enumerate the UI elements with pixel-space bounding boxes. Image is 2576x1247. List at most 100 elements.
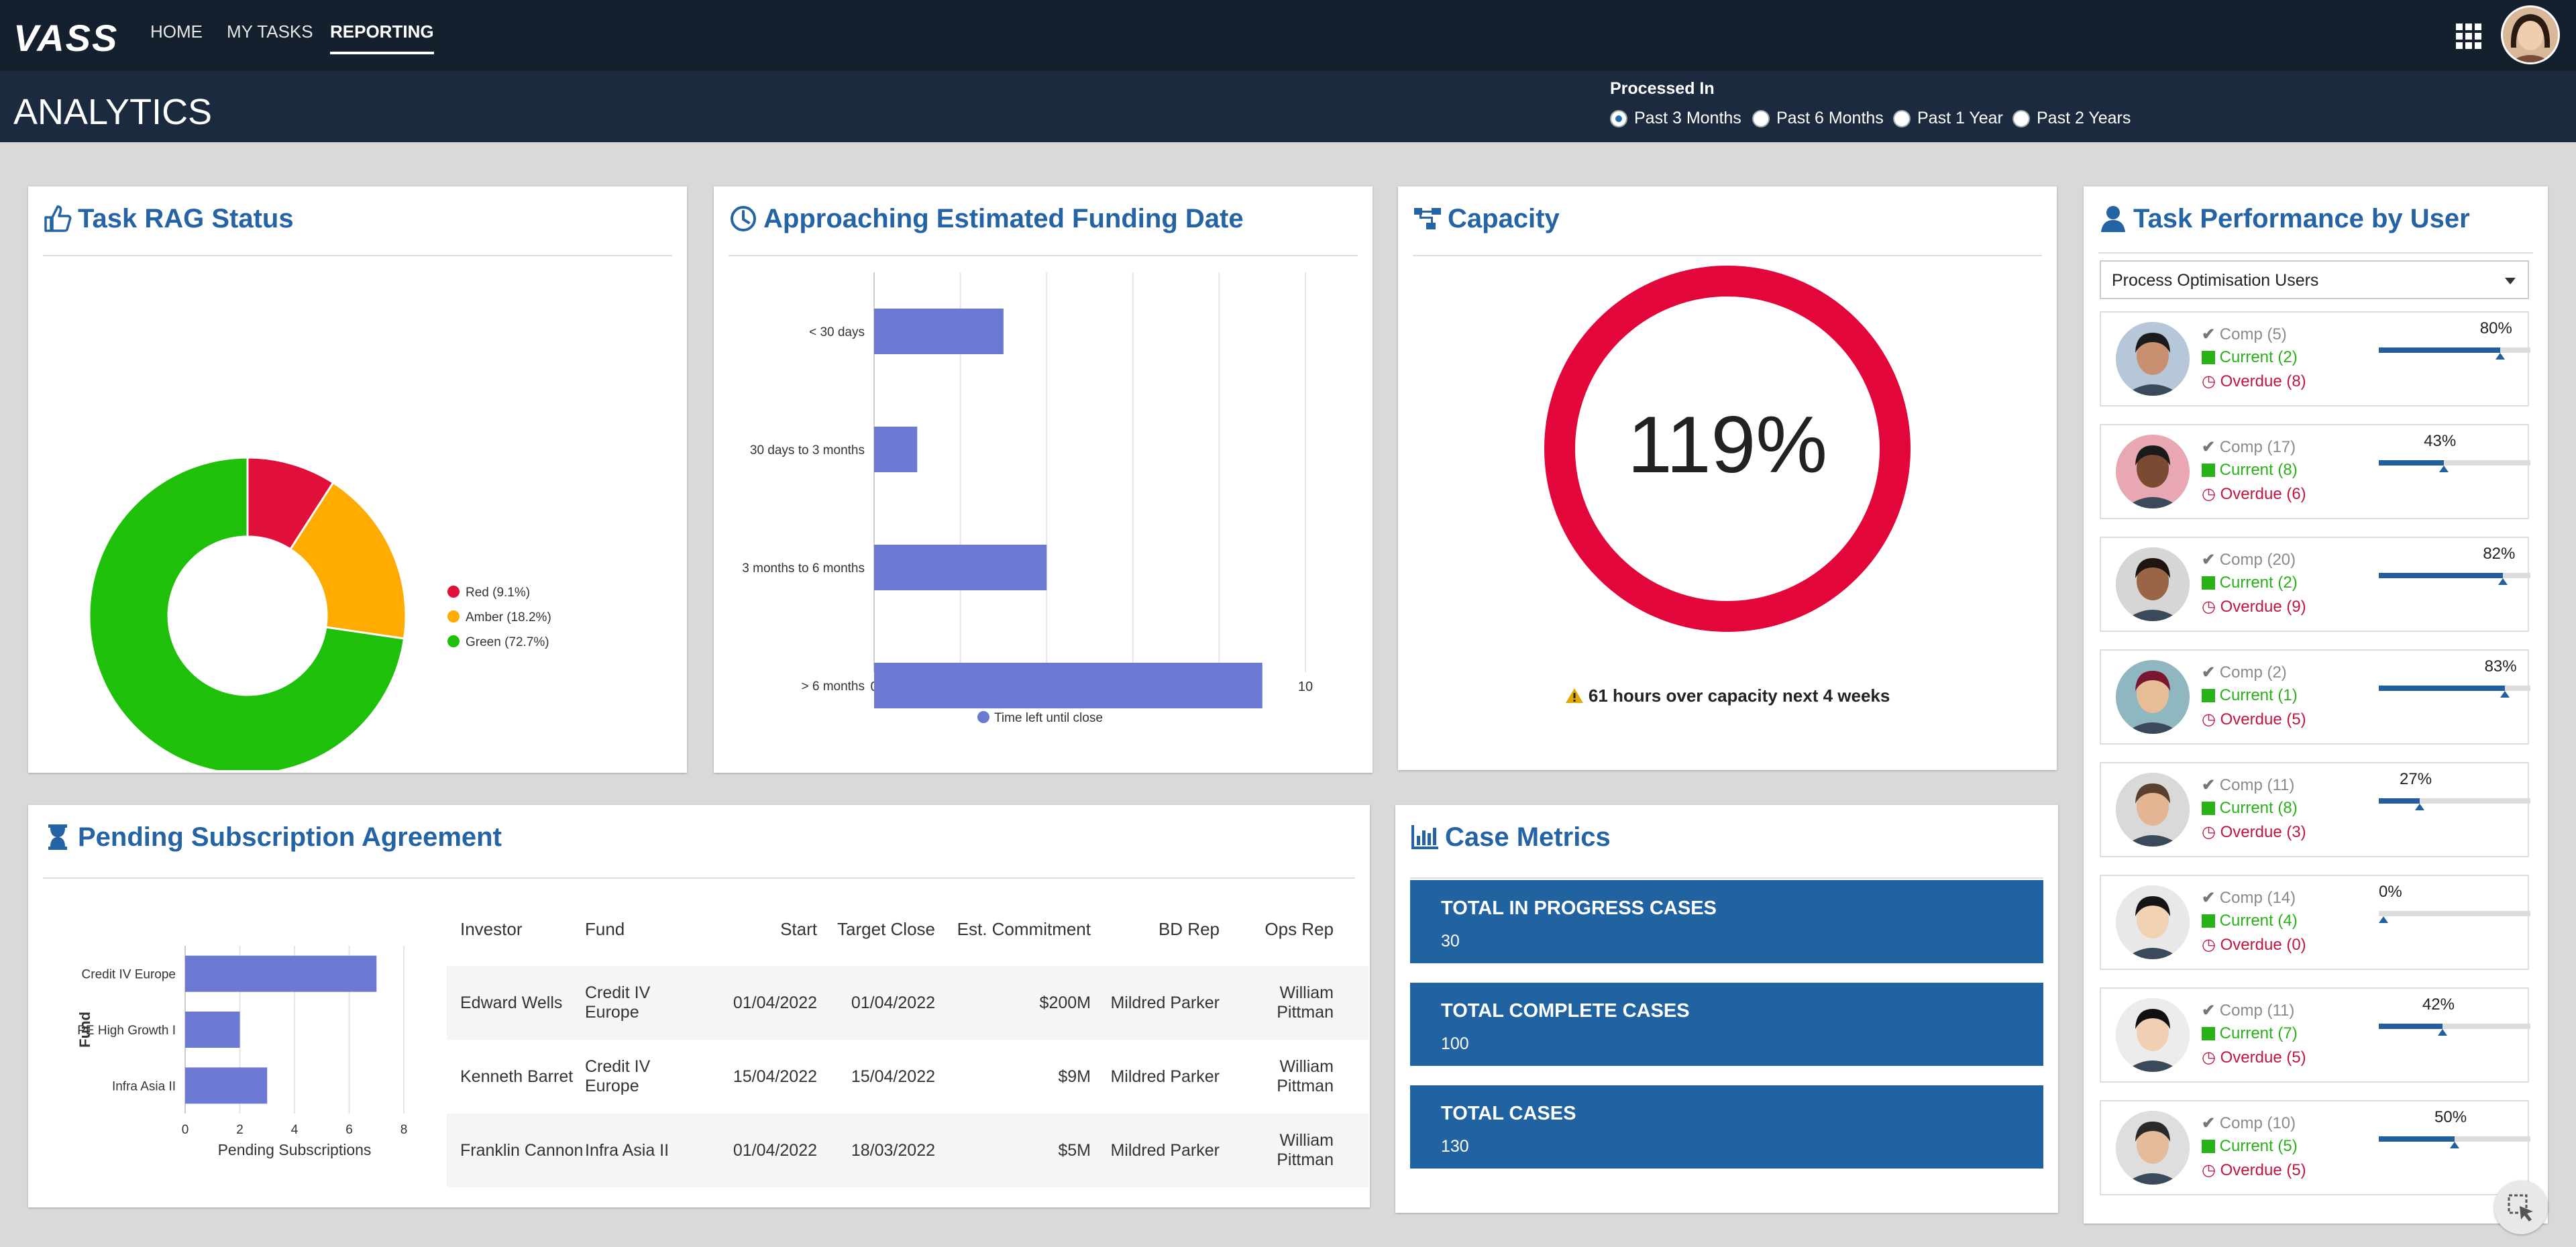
panel-header: Capacity: [1413, 204, 2042, 256]
clock-icon: ◷: [2202, 598, 2216, 616]
clock-icon: ◷: [2202, 1048, 2216, 1067]
legend-label[interactable]: Amber (18.2%): [466, 610, 551, 625]
donut-slice-amber[interactable]: [288, 481, 407, 640]
clock-icon: ◷: [2202, 372, 2216, 390]
metric-value: 130: [1441, 1137, 1469, 1156]
user-photo-icon: [2116, 660, 2190, 734]
y-tick-label: PE High Growth I: [77, 1024, 176, 1038]
user-card[interactable]: ✔ Comp (11) Current (7) ◷ Overdue (5) 42…: [2100, 987, 2530, 1083]
funding-bar[interactable]: [874, 427, 918, 472]
overdue-count: ◷ Overdue (3): [2202, 823, 2306, 841]
nav-home[interactable]: HOME: [150, 21, 203, 42]
overdue-count: ◷ Overdue (6): [2202, 485, 2306, 503]
nav-my-tasks[interactable]: MY TASKS: [227, 21, 313, 42]
case-metrics-panel: Case Metrics TOTAL IN PROGRESS CASES 30 T…: [1395, 805, 2058, 1213]
capacity-ring-arc: [1544, 266, 1911, 632]
completion-marker-icon: [2500, 691, 2510, 698]
nav-reporting[interactable]: REPORTING: [330, 21, 434, 54]
user-card[interactable]: ✔ Comp (20) Current (2) ◷ Overdue (9) 82…: [2100, 537, 2530, 632]
current-count: Current (7): [2202, 1024, 2298, 1043]
col-est-commitment[interactable]: Est. Commitment: [957, 918, 1091, 939]
comp-count: ✔ Comp (10): [2202, 1114, 2296, 1132]
completion-bar-fill: [2379, 1024, 2443, 1029]
pending-bar[interactable]: [185, 1067, 268, 1104]
apps-grid-icon[interactable]: [2455, 23, 2482, 50]
legend-label[interactable]: Green (72.7%): [466, 635, 549, 649]
table-row[interactable]: Kenneth Barret Credit IV Europe 15/04/2022…: [447, 1040, 1368, 1114]
panel-header: Task Performance by User: [2098, 204, 2533, 254]
radio-past-3-months[interactable]: Past 3 Months: [1610, 109, 1741, 128]
table-row[interactable]: Franklin Cannon Infra Asia II 01/04/2022 18…: [447, 1114, 1368, 1187]
radio-selected-icon[interactable]: [1610, 109, 1627, 127]
cell-investor: Kenneth Barret: [460, 1067, 574, 1086]
user-card[interactable]: ✔ Comp (14) Current (4) ◷ Overdue (0) 0%: [2100, 875, 2530, 970]
current-count: Current (4): [2202, 912, 2298, 930]
radio-past-6-months[interactable]: Past 6 Months: [1752, 109, 1884, 128]
col-investor[interactable]: Investor: [460, 918, 523, 939]
vass-logo[interactable]: VASS: [13, 17, 119, 59]
legend-label[interactable]: Red (9.1%): [466, 586, 530, 600]
table-row[interactable]: Edward Wells Credit IV Europe 01/04/2022 01…: [447, 966, 1368, 1040]
radio-label: Past 6 Months: [1776, 109, 1884, 127]
panel-header: Task RAG Status: [43, 204, 672, 256]
user-photo: [2116, 322, 2190, 396]
funding-bar[interactable]: [874, 309, 1004, 354]
col-bd-rep[interactable]: BD Rep: [1158, 918, 1220, 939]
user-card[interactable]: ✔ Comp (2) Current (1) ◷ Overdue (5) 83%: [2100, 649, 2530, 745]
cursor-select-icon[interactable]: [2494, 1181, 2548, 1234]
completion-marker-icon: [2379, 916, 2388, 923]
panel-header: Approaching Estimated Funding Date: [729, 204, 1358, 256]
user-card[interactable]: ✔ Comp (11) Current (8) ◷ Overdue (3) 27…: [2100, 762, 2530, 857]
cell-commitment: $9M: [1058, 1067, 1091, 1086]
funding-bar[interactable]: [874, 663, 1263, 708]
radio-past-1-year[interactable]: Past 1 Year: [1893, 109, 2003, 128]
user-card[interactable]: ✔ Comp (10) Current (5) ◷ Overdue (5) 50…: [2100, 1100, 2530, 1195]
completion-percent: 83%: [2484, 657, 2517, 675]
col-target-close[interactable]: Target Close: [837, 918, 935, 939]
check-icon: ✔: [2202, 663, 2216, 682]
chevron-down-icon[interactable]: [2505, 278, 2516, 284]
metric-in-progress[interactable]: TOTAL IN PROGRESS CASES 30: [1410, 880, 2043, 963]
hourglass-icon: [48, 824, 67, 850]
metric-complete[interactable]: TOTAL COMPLETE CASES 100: [1410, 983, 2043, 1066]
comp-count: ✔ Comp (5): [2202, 325, 2287, 343]
col-ops-rep[interactable]: Ops Rep: [1265, 918, 1334, 939]
check-icon: ✔: [2202, 1114, 2216, 1132]
floating-action-button[interactable]: [2494, 1181, 2548, 1234]
clock-icon: ◷: [2202, 936, 2216, 954]
radio-unselected-icon[interactable]: [2012, 109, 2030, 127]
cell-bd-rep: Mildred Parker: [1110, 1067, 1220, 1086]
completion-bar: [2379, 573, 2530, 578]
pending-bar[interactable]: [185, 955, 377, 992]
list-icon: [2202, 689, 2215, 702]
col-start[interactable]: Start: [780, 918, 817, 939]
col-fund[interactable]: Fund: [585, 918, 625, 939]
cell-ops-rep: William Pittman: [1277, 1057, 1334, 1095]
capacity-panel: Capacity 119% 61 hours over capacity nex…: [1398, 186, 2057, 770]
completion-marker-icon: [2450, 1142, 2459, 1148]
capacity-value: 119%: [1627, 400, 1827, 490]
radio-unselected-icon[interactable]: [1893, 109, 1911, 127]
pending-bar[interactable]: [185, 1012, 240, 1048]
user-avatar[interactable]: [2501, 5, 2560, 64]
radio-unselected-icon[interactable]: [1752, 109, 1770, 127]
legend-label[interactable]: Time left until close: [994, 711, 1103, 725]
x-tick-label: 8: [400, 1123, 408, 1137]
current-count: Current (2): [2202, 574, 2298, 592]
user-group-select[interactable]: Process Optimisation Users: [2100, 260, 2529, 299]
list-icon: [2202, 802, 2215, 815]
donut-slice-green[interactable]: [88, 456, 406, 770]
user-card[interactable]: ✔ Comp (17) Current (8) ◷ Overdue (6) 43…: [2100, 424, 2530, 519]
metric-total[interactable]: TOTAL CASES 130: [1410, 1085, 2043, 1169]
user-card[interactable]: ✔ Comp (5) Current (2) ◷ Overdue (8) 80%: [2100, 311, 2530, 406]
user-photo-icon: [2116, 435, 2190, 508]
bar-chart-icon: [1411, 825, 1438, 849]
radio-past-2-years[interactable]: Past 2 Years: [2012, 109, 2131, 128]
user-photo: [2116, 773, 2190, 847]
cell-investor: Edward Wells: [460, 993, 563, 1012]
completion-percent: 80%: [2479, 319, 2512, 337]
user-photo: [2116, 998, 2190, 1072]
list-icon: [2202, 576, 2215, 590]
funding-bar[interactable]: [874, 545, 1047, 590]
